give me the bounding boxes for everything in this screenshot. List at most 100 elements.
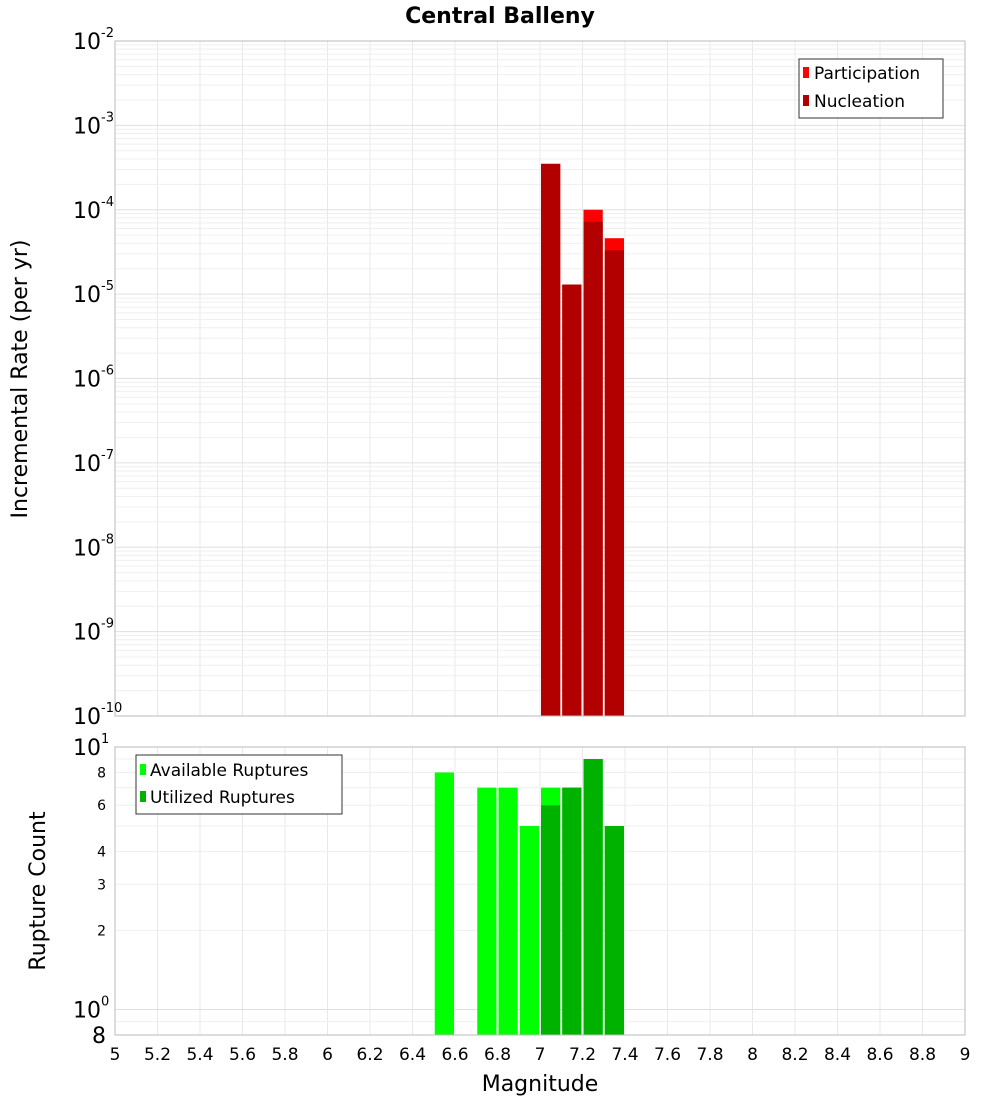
x-tick-label: 8 [747,1045,758,1065]
y-tick-label-text: 10-5 [73,279,114,308]
legend-label: Participation [814,64,920,84]
incremental-rate-plot-border [114,40,966,717]
legend-swatch [140,791,146,802]
utilized-ruptures-bar [562,787,582,1035]
y-tick-label-text: 10-2 [73,26,114,55]
x-tick-label: 5.2 [144,1045,171,1065]
x-tick-label: 6 [322,1045,333,1065]
available-ruptures-bar [434,772,454,1035]
y-tick-base: 10 [73,705,101,730]
legend-box [798,58,944,119]
y-tick-exponent: -8 [101,532,114,547]
magnitude-x-ticks: 5 5.2 5.4 5.6 5.8 6 6.2 6.4 6.6 6.8 7 7.2 7.4 7.6 7.8 8… [110,1045,971,1065]
y-minor-tick-label: 8 [92,1024,106,1049]
y-minor-tick-label: 3 [97,877,106,893]
y-tick-label: 10-8 [73,532,114,561]
y-tick-label-text: 10-10 [73,701,122,730]
x-tick-label: 8.4 [824,1045,851,1065]
y-tick-base: 10 [73,30,101,55]
rupture-count-grid [114,746,966,1036]
legend-box [135,754,343,815]
y-tick-label: 10-9 [73,617,114,646]
rupture-count-legend: Available Ruptures Utilized Ruptures [135,754,343,815]
y-tick-exponent: -4 [101,195,114,210]
legend-label: Available Ruptures [150,761,308,781]
magnitude-x-axis-label: Magnitude [482,1072,599,1097]
y-tick-base: 10 [73,536,101,561]
x-tick-label: 7.8 [696,1045,723,1065]
y-tick-exponent: -5 [101,279,114,294]
nucleation-bar [562,284,582,716]
y-tick-exponent: 0 [101,995,109,1010]
x-tick-label: 8.6 [866,1045,893,1065]
x-tick-label: 7.4 [611,1045,638,1065]
y-tick-label: 10-7 [73,448,114,477]
y-tick-base: 10 [73,368,101,393]
y-tick-exponent: -10 [101,701,122,716]
y-tick-label: 101 [73,732,109,761]
nucleation-bar [541,163,561,717]
legend-swatch [140,764,146,775]
y-tick-label-text: 10-8 [73,532,114,561]
y-tick-base: 10 [73,999,101,1024]
legend-swatch [803,67,809,78]
incremental-rate-grid [114,41,966,717]
y-tick-exponent: -6 [101,364,114,379]
x-tick-label: 5.8 [271,1045,298,1065]
y-tick-exponent: -2 [101,26,114,41]
utilized-ruptures-bar [541,805,561,1035]
y-tick-label-text: 100 [73,995,109,1024]
available-ruptures-bar [477,787,497,1035]
y-tick-base: 10 [73,283,101,308]
x-tick-label: 6.6 [441,1045,468,1065]
x-tick-label: 7 [535,1045,546,1065]
y-tick-base: 10 [73,736,101,761]
y-tick-label-text: 10-4 [73,195,114,224]
y-tick-base: 10 [73,452,101,477]
rupture-count-plot-border [114,746,966,1036]
x-tick-label: 8.8 [909,1045,936,1065]
y-tick-label: 10-4 [73,195,114,224]
y-tick-label-text: 10-3 [73,110,114,139]
available-ruptures-bar [498,787,518,1035]
x-tick-label: 8.2 [781,1045,808,1065]
x-tick-label: 9 [960,1045,971,1065]
legend-swatch [803,95,809,106]
y-tick-label-text: 10-9 [73,617,114,646]
rupture-count-y-axis-label: Rupture Count [26,811,51,971]
y-tick-label: 10-6 [73,364,114,393]
legend-label: Utilized Ruptures [150,788,295,808]
y-tick-label-text: 10-6 [73,364,114,393]
y-tick-label-text: 101 [73,732,109,761]
y-tick-exponent: -9 [101,617,114,632]
utilized-ruptures-bar [604,826,624,1035]
x-tick-label: 6.2 [356,1045,383,1065]
chart-title: Central Balleny [405,4,595,29]
y-tick-exponent: -3 [101,110,114,125]
y-tick-label: 10-10 [73,701,122,730]
x-tick-label: 5.6 [229,1045,256,1065]
incremental-rate-y-axis-label: Incremental Rate (per yr) [8,240,33,519]
available-ruptures-bar [519,826,539,1035]
y-tick-label: 100 [73,995,109,1024]
incremental-rate-bars [541,163,624,717]
y-minor-tick-label: 8 [97,765,106,781]
y-tick-base: 10 [73,114,101,139]
y-tick-exponent: -7 [101,448,114,463]
y-minor-tick-label: 2 [97,924,106,940]
x-tick-label: 7.6 [654,1045,681,1065]
y-tick-base: 10 [73,199,101,224]
y-minor-tick-label: 4 [97,844,106,860]
y-tick-label: 10-3 [73,110,114,139]
incremental-rate-legend: Participation Nucleation [798,58,944,119]
x-tick-label: 6.8 [484,1045,511,1065]
y-tick-label: 10-5 [73,279,114,308]
legend-label: Nucleation [814,92,905,112]
nucleation-bar [604,250,624,717]
y-minor-tick-label: 6 [97,798,106,814]
